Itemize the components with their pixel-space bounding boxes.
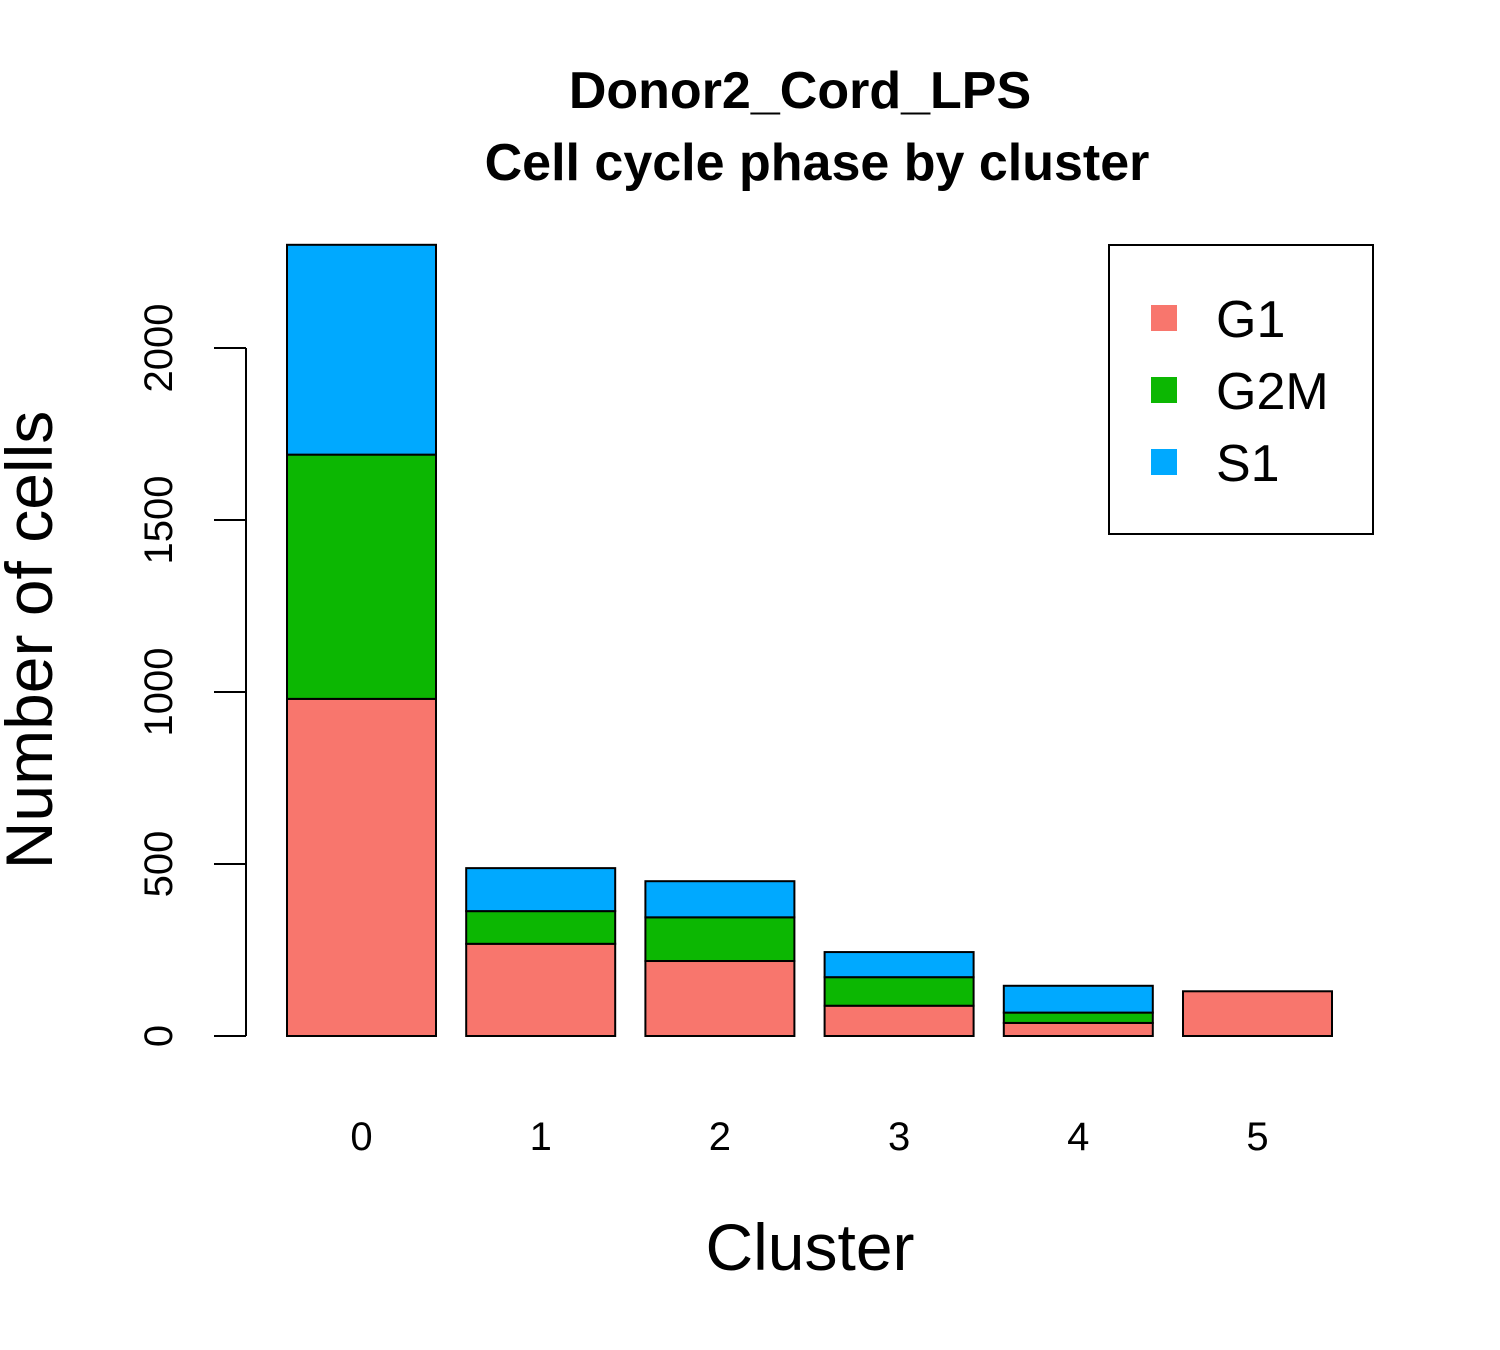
bar-segment-g1-cluster-3	[823, 1004, 975, 1038]
legend-label-s1: S1	[1216, 435, 1280, 493]
legend-swatch-g1	[1151, 305, 1177, 331]
legend-label-g1: G1	[1216, 291, 1285, 349]
legend-swatch-s1	[1151, 449, 1177, 475]
bar-segment-s1-cluster-3	[823, 951, 975, 979]
bar-segment-g1-cluster-4	[1002, 1021, 1154, 1037]
bar-segment-g2m-cluster-4	[1002, 1011, 1154, 1024]
y-tick-label: 1000	[137, 648, 181, 737]
y-tick-label: 0	[137, 1025, 181, 1047]
bar-segment-s1-cluster-4	[1002, 984, 1154, 1014]
x-axis-title: Cluster	[705, 1210, 914, 1284]
y-tick-label: 500	[137, 831, 181, 898]
x-tick-labels: 0 1 2 3 4 5	[350, 1115, 1268, 1159]
bar-segment-g2m-cluster-2	[644, 916, 796, 963]
bar-segment-g1-cluster-2	[644, 960, 796, 1037]
y-axis: 0 500 1000 1500 2000	[137, 304, 247, 1047]
bars	[286, 243, 1333, 1038]
x-tick-label: 4	[1067, 1115, 1089, 1159]
x-tick-label: 2	[709, 1115, 731, 1159]
bar-segment-g1-cluster-0	[286, 697, 437, 1037]
x-tick-label: 1	[530, 1115, 552, 1159]
bar-segment-g2m-cluster-3	[823, 976, 975, 1007]
bar-segment-g1-cluster-1	[465, 942, 617, 1037]
chart-subtitle: Cell cycle phase by cluster	[485, 134, 1150, 192]
bar-segment-s1-cluster-2	[644, 880, 796, 919]
bar-segment-g2m-cluster-0	[286, 453, 437, 700]
bar-segment-g1-cluster-5	[1182, 990, 1333, 1038]
bar-segment-s1-cluster-1	[465, 867, 617, 913]
y-tick-label: 2000	[137, 304, 181, 393]
chart-title: Donor2_Cord_LPS	[569, 62, 1031, 120]
x-tick-label: 3	[888, 1115, 910, 1159]
y-tick-label: 1500	[137, 476, 181, 565]
bar-segment-s1-cluster-0	[286, 243, 437, 456]
x-tick-label: 0	[350, 1115, 372, 1159]
legend: G1 G2M S1	[1108, 244, 1374, 535]
x-tick-label: 5	[1246, 1115, 1268, 1159]
legend-swatch-g2m	[1151, 377, 1177, 403]
legend-label-g2m: G2M	[1216, 363, 1329, 421]
y-axis-title: Number of cells	[0, 411, 66, 870]
bar-segment-g2m-cluster-1	[465, 910, 617, 945]
